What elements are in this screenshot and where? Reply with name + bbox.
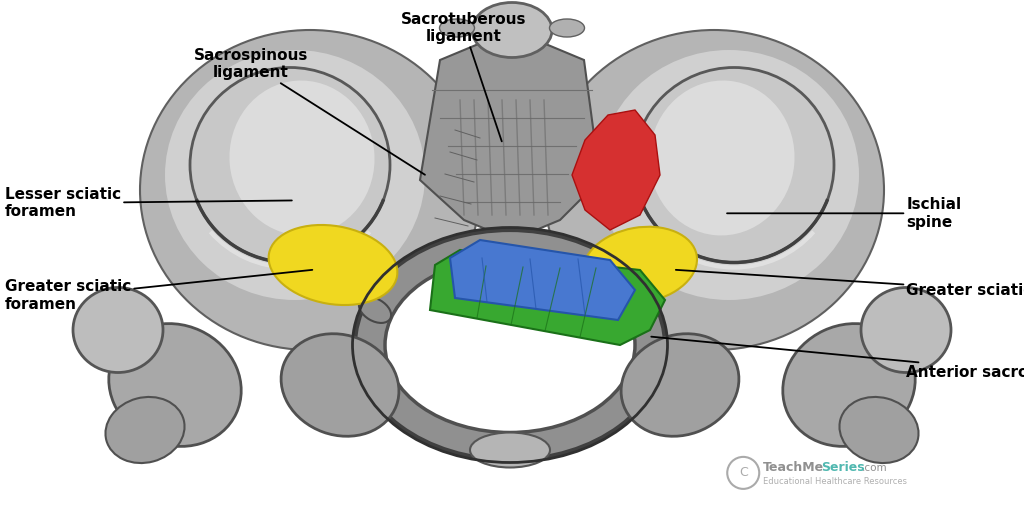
Polygon shape	[420, 30, 600, 240]
Text: Series: Series	[821, 462, 865, 474]
Polygon shape	[430, 250, 665, 345]
Ellipse shape	[439, 19, 474, 37]
Ellipse shape	[268, 225, 397, 305]
Ellipse shape	[109, 324, 242, 446]
Ellipse shape	[782, 324, 915, 446]
Ellipse shape	[861, 287, 951, 373]
Ellipse shape	[544, 30, 884, 350]
Ellipse shape	[470, 432, 550, 468]
Text: Lesser sciatic
foramen: Lesser sciatic foramen	[5, 187, 292, 219]
Ellipse shape	[358, 297, 391, 323]
Ellipse shape	[385, 258, 635, 432]
Text: Sacrotuberous
ligament: Sacrotuberous ligament	[401, 12, 526, 141]
Text: Greater sciatic notch: Greater sciatic notch	[676, 270, 1024, 298]
Ellipse shape	[105, 397, 184, 463]
Ellipse shape	[355, 230, 665, 460]
Ellipse shape	[550, 19, 585, 37]
Ellipse shape	[649, 81, 795, 235]
Text: Greater sciatic
foramen: Greater sciatic foramen	[5, 270, 312, 312]
Ellipse shape	[622, 334, 739, 436]
Ellipse shape	[629, 297, 662, 323]
Ellipse shape	[73, 287, 163, 373]
Text: TeachMe: TeachMe	[763, 462, 824, 474]
Text: Sacrospinous
ligament: Sacrospinous ligament	[194, 48, 425, 175]
Ellipse shape	[190, 67, 390, 263]
Ellipse shape	[229, 81, 375, 235]
Ellipse shape	[840, 397, 919, 463]
Text: Ischial
spine: Ischial spine	[727, 197, 962, 230]
Text: .com: .com	[862, 463, 888, 473]
Ellipse shape	[599, 50, 859, 300]
Ellipse shape	[281, 334, 399, 436]
Ellipse shape	[165, 50, 425, 300]
Text: Educational Healthcare Resources: Educational Healthcare Resources	[763, 478, 907, 486]
Text: Anterior sacroiliac ligament: Anterior sacroiliac ligament	[651, 337, 1024, 380]
Ellipse shape	[634, 67, 834, 263]
Ellipse shape	[140, 30, 480, 350]
Text: C: C	[739, 466, 748, 480]
Ellipse shape	[472, 3, 552, 58]
Polygon shape	[572, 110, 660, 230]
Ellipse shape	[583, 227, 697, 303]
Polygon shape	[450, 240, 635, 320]
